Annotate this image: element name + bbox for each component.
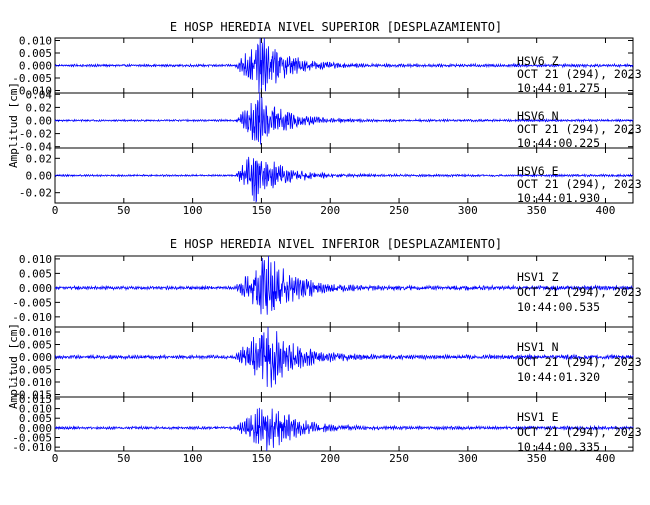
y-tick-label: 0.000 [19,422,52,435]
x-tick-label: 300 [458,204,478,217]
station-date-label: OCT 21 (294), 2023 [517,177,642,191]
station-date-label: OCT 21 (294), 2023 [517,285,642,299]
seismic-trace [54,92,634,145]
y-tick-label: -0.005 [12,296,52,309]
x-tick-label: 0 [52,452,59,465]
seismic-trace [54,156,634,204]
y-axis-label: Amplitud [cm] [7,323,20,409]
y-tick-label: 0.04 [26,88,53,101]
seismic-trace [54,37,634,94]
seismic-trace [54,255,634,315]
chart-title: E HOSP HEREDIA NIVEL INFERIOR [DESPLAZAM… [170,237,502,251]
y-tick-label: 0.005 [19,339,52,352]
station-time-label: 10:44:00.335 [517,440,600,454]
station-time-label: 10:44:01.275 [517,81,600,95]
y-tick-label: -0.005 [12,432,52,445]
y-tick-label: 0.015 [19,393,52,406]
x-tick-label: 200 [320,204,340,217]
station-component-label: HSV6 N [517,109,559,123]
y-tick-label: 0.010 [19,253,52,266]
station-time-label: 10:44:00.535 [517,300,600,314]
y-tick-label: 0.02 [26,152,53,165]
chart-title: E HOSP HEREDIA NIVEL SUPERIOR [DESPLAZAM… [170,20,502,34]
y-tick-label: 0.000 [19,60,52,73]
y-tick-label: 0.010 [19,403,52,416]
y-tick-label: -0.010 [12,311,52,324]
x-tick-label: 350 [527,204,547,217]
y-tick-label: 0.005 [19,47,52,60]
seismic-trace [54,326,634,388]
y-tick-label: -0.010 [12,376,52,389]
station-component-label: HSV6 E [517,164,559,178]
y-tick-label: 0.005 [19,412,52,425]
station-time-label: 10:44:01.930 [517,191,600,205]
station-date-label: OCT 21 (294), 2023 [517,425,642,439]
x-tick-label: 150 [251,452,271,465]
y-tick-label: 0.010 [19,35,52,48]
x-tick-label: 250 [389,452,409,465]
y-tick-label: 0.00 [26,170,53,183]
y-tick-label: -0.02 [19,187,52,200]
x-tick-label: 200 [320,452,340,465]
station-time-label: 10:44:00.225 [517,136,600,150]
y-tick-label: -0.04 [19,141,52,154]
x-tick-label: 0 [52,204,59,217]
y-axis-label: Amplitud [cm] [7,82,20,168]
station-date-label: OCT 21 (294), 2023 [517,67,642,81]
station-component-label: HSV1 Z [517,270,559,284]
station-date-label: OCT 21 (294), 2023 [517,122,642,136]
panel-frame [54,396,634,452]
y-tick-label: 0.000 [19,282,52,295]
x-tick-label: 100 [183,452,203,465]
y-tick-label: -0.005 [12,364,52,377]
y-tick-label: -0.010 [12,85,52,98]
y-tick-label: 0.005 [19,267,52,280]
x-tick-label: 400 [596,452,616,465]
y-tick-label: -0.02 [19,128,52,141]
x-tick-label: 300 [458,452,478,465]
station-time-label: 10:44:01.320 [517,370,600,384]
station-component-label: HSV6 Z [517,54,559,68]
station-component-label: HSV1 N [517,340,559,354]
y-tick-label: 0.00 [26,115,53,128]
y-tick-label: 0.010 [19,326,52,339]
y-tick-label: -0.015 [12,389,52,402]
seismic-trace [54,407,634,452]
x-tick-label: 350 [527,452,547,465]
x-tick-label: 50 [117,204,130,217]
x-tick-label: 50 [117,452,130,465]
x-tick-label: 150 [251,204,271,217]
chart-group-1: E HOSP HEREDIA NIVEL SUPERIOR [DESPLAZAM… [7,20,642,217]
y-tick-label: -0.010 [12,441,52,454]
x-tick-label: 400 [596,204,616,217]
x-tick-label: 100 [183,204,203,217]
x-tick-label: 250 [389,204,409,217]
y-tick-label: -0.005 [12,72,52,85]
chart-group-2: E HOSP HEREDIA NIVEL INFERIOR [DESPLAZAM… [7,237,642,465]
station-date-label: OCT 21 (294), 2023 [517,355,642,369]
station-component-label: HSV1 E [517,410,559,424]
y-tick-label: 0.02 [26,101,53,114]
y-tick-label: 0.000 [19,351,52,364]
